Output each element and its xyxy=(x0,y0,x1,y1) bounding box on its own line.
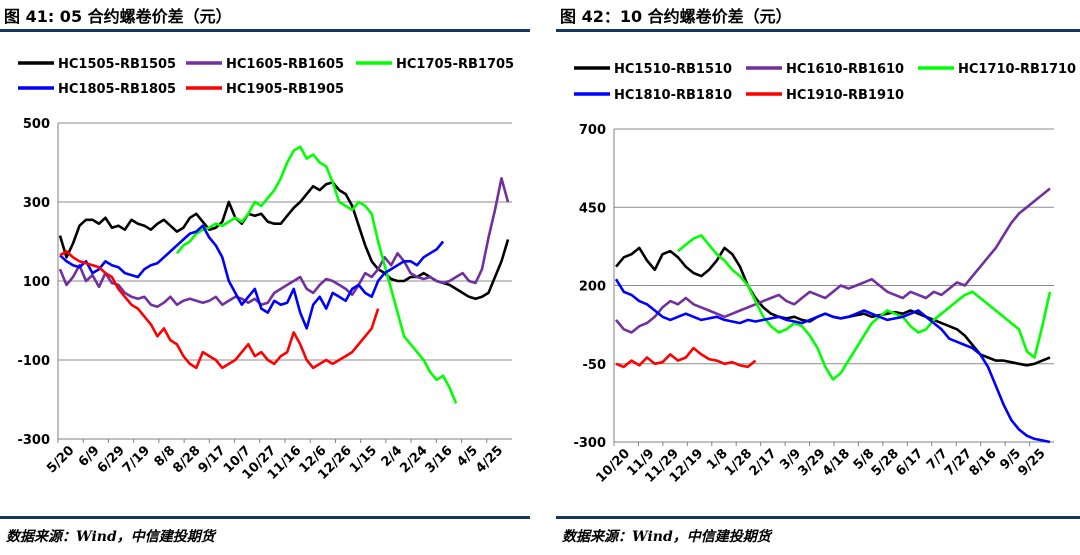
x-tick-label: 6/17 xyxy=(893,446,926,479)
x-tick-label: 2/17 xyxy=(747,446,780,479)
y-tick-label: -300 xyxy=(17,433,50,448)
x-tick-label: 4/18 xyxy=(820,446,853,479)
legend-label: HC1905-RB1905 xyxy=(226,82,344,97)
legend-label: HC1705-RB1705 xyxy=(396,57,514,72)
x-tick-label: 7/19 xyxy=(120,443,153,476)
y-tick-label: 300 xyxy=(23,196,50,211)
footer-rule xyxy=(556,516,1080,519)
footer-rule xyxy=(0,516,530,519)
right-chart-svg: 700450200-50-30010/2011/911/2912/191/81/… xyxy=(573,62,1076,486)
series-line-hc1605-rb1605 xyxy=(58,177,510,309)
series-line-hc1610-rb1610 xyxy=(614,187,1051,334)
y-tick-label: 200 xyxy=(579,280,606,295)
x-tick-label: 7/27 xyxy=(942,446,975,479)
x-tick-label: 1/28 xyxy=(722,446,755,479)
series-line-hc1705-rb1705 xyxy=(175,145,458,404)
legend-label: HC1610-RB1610 xyxy=(786,62,904,77)
legend-label: HC1605-RB1605 xyxy=(226,57,344,72)
x-tick-label: 4/25 xyxy=(473,443,506,476)
x-tick-label: 6/29 xyxy=(95,443,128,476)
series-line-hc1905-rb1905 xyxy=(59,250,380,370)
x-tick-label: 8/16 xyxy=(967,446,1000,479)
series-line-hc1710-rb1710 xyxy=(677,234,1052,381)
legend-label: HC1810-RB1810 xyxy=(614,88,732,103)
series-line-hc1805-rb1805 xyxy=(59,224,445,330)
y-tick-label: 500 xyxy=(23,117,50,132)
left-chart-svg: 500300100-100-3005/206/96/297/198/88/289… xyxy=(17,57,514,483)
chart-title: 图 41: 05 合约螺卷价差（元） xyxy=(4,7,232,26)
chart-title: 图 42：10 合约螺卷价差（元） xyxy=(560,7,792,26)
y-tick-label: -50 xyxy=(583,358,607,373)
y-tick-label: 700 xyxy=(579,123,606,138)
x-tick-label: 5/28 xyxy=(869,446,902,479)
legend-label: HC1710-RB1710 xyxy=(958,62,1076,77)
series-line-hc1510-rb1510 xyxy=(614,246,1051,367)
legend-label: HC1805-RB1805 xyxy=(58,82,176,97)
x-tick-label: 3/16 xyxy=(423,443,456,476)
legend-label: HC1510-RB1510 xyxy=(614,62,732,77)
right-chart-panel: 图 42：10 合约螺卷价差（元） 700 450 200 -50 -300 10/20 1… xyxy=(556,0,1080,555)
y-tick-label: 100 xyxy=(23,275,50,290)
source-note: 数据来源：Wind，中信建投期货 xyxy=(562,529,771,545)
title-rule xyxy=(556,29,1080,32)
y-tick-label: -300 xyxy=(573,436,606,451)
y-tick-label: 450 xyxy=(579,201,606,216)
y-tick-label: -100 xyxy=(17,354,50,369)
x-tick-label: 8/28 xyxy=(170,443,203,476)
x-tick-label: 3/29 xyxy=(795,446,828,479)
x-tick-label: 5/20 xyxy=(44,443,77,476)
x-tick-label: 2/24 xyxy=(397,443,430,476)
x-tick-label: 9/17 xyxy=(196,443,229,476)
x-tick-label: 1/15 xyxy=(347,443,380,476)
title-rule xyxy=(0,29,530,32)
source-note: 数据来源：Wind，中信建投期货 xyxy=(6,529,215,545)
x-tick-label: 9/25 xyxy=(1015,446,1048,479)
legend-label: HC1910-RB1910 xyxy=(786,88,904,103)
legend-label: HC1505-RB1505 xyxy=(58,57,176,72)
series-line-hc1810-rb1810 xyxy=(614,278,1051,444)
left-chart-panel: 图 41: 05 合约螺卷价差（元） 500 300 100 -100 -300 5/20… xyxy=(0,0,530,555)
series-line-hc1910-rb1910 xyxy=(615,346,757,369)
